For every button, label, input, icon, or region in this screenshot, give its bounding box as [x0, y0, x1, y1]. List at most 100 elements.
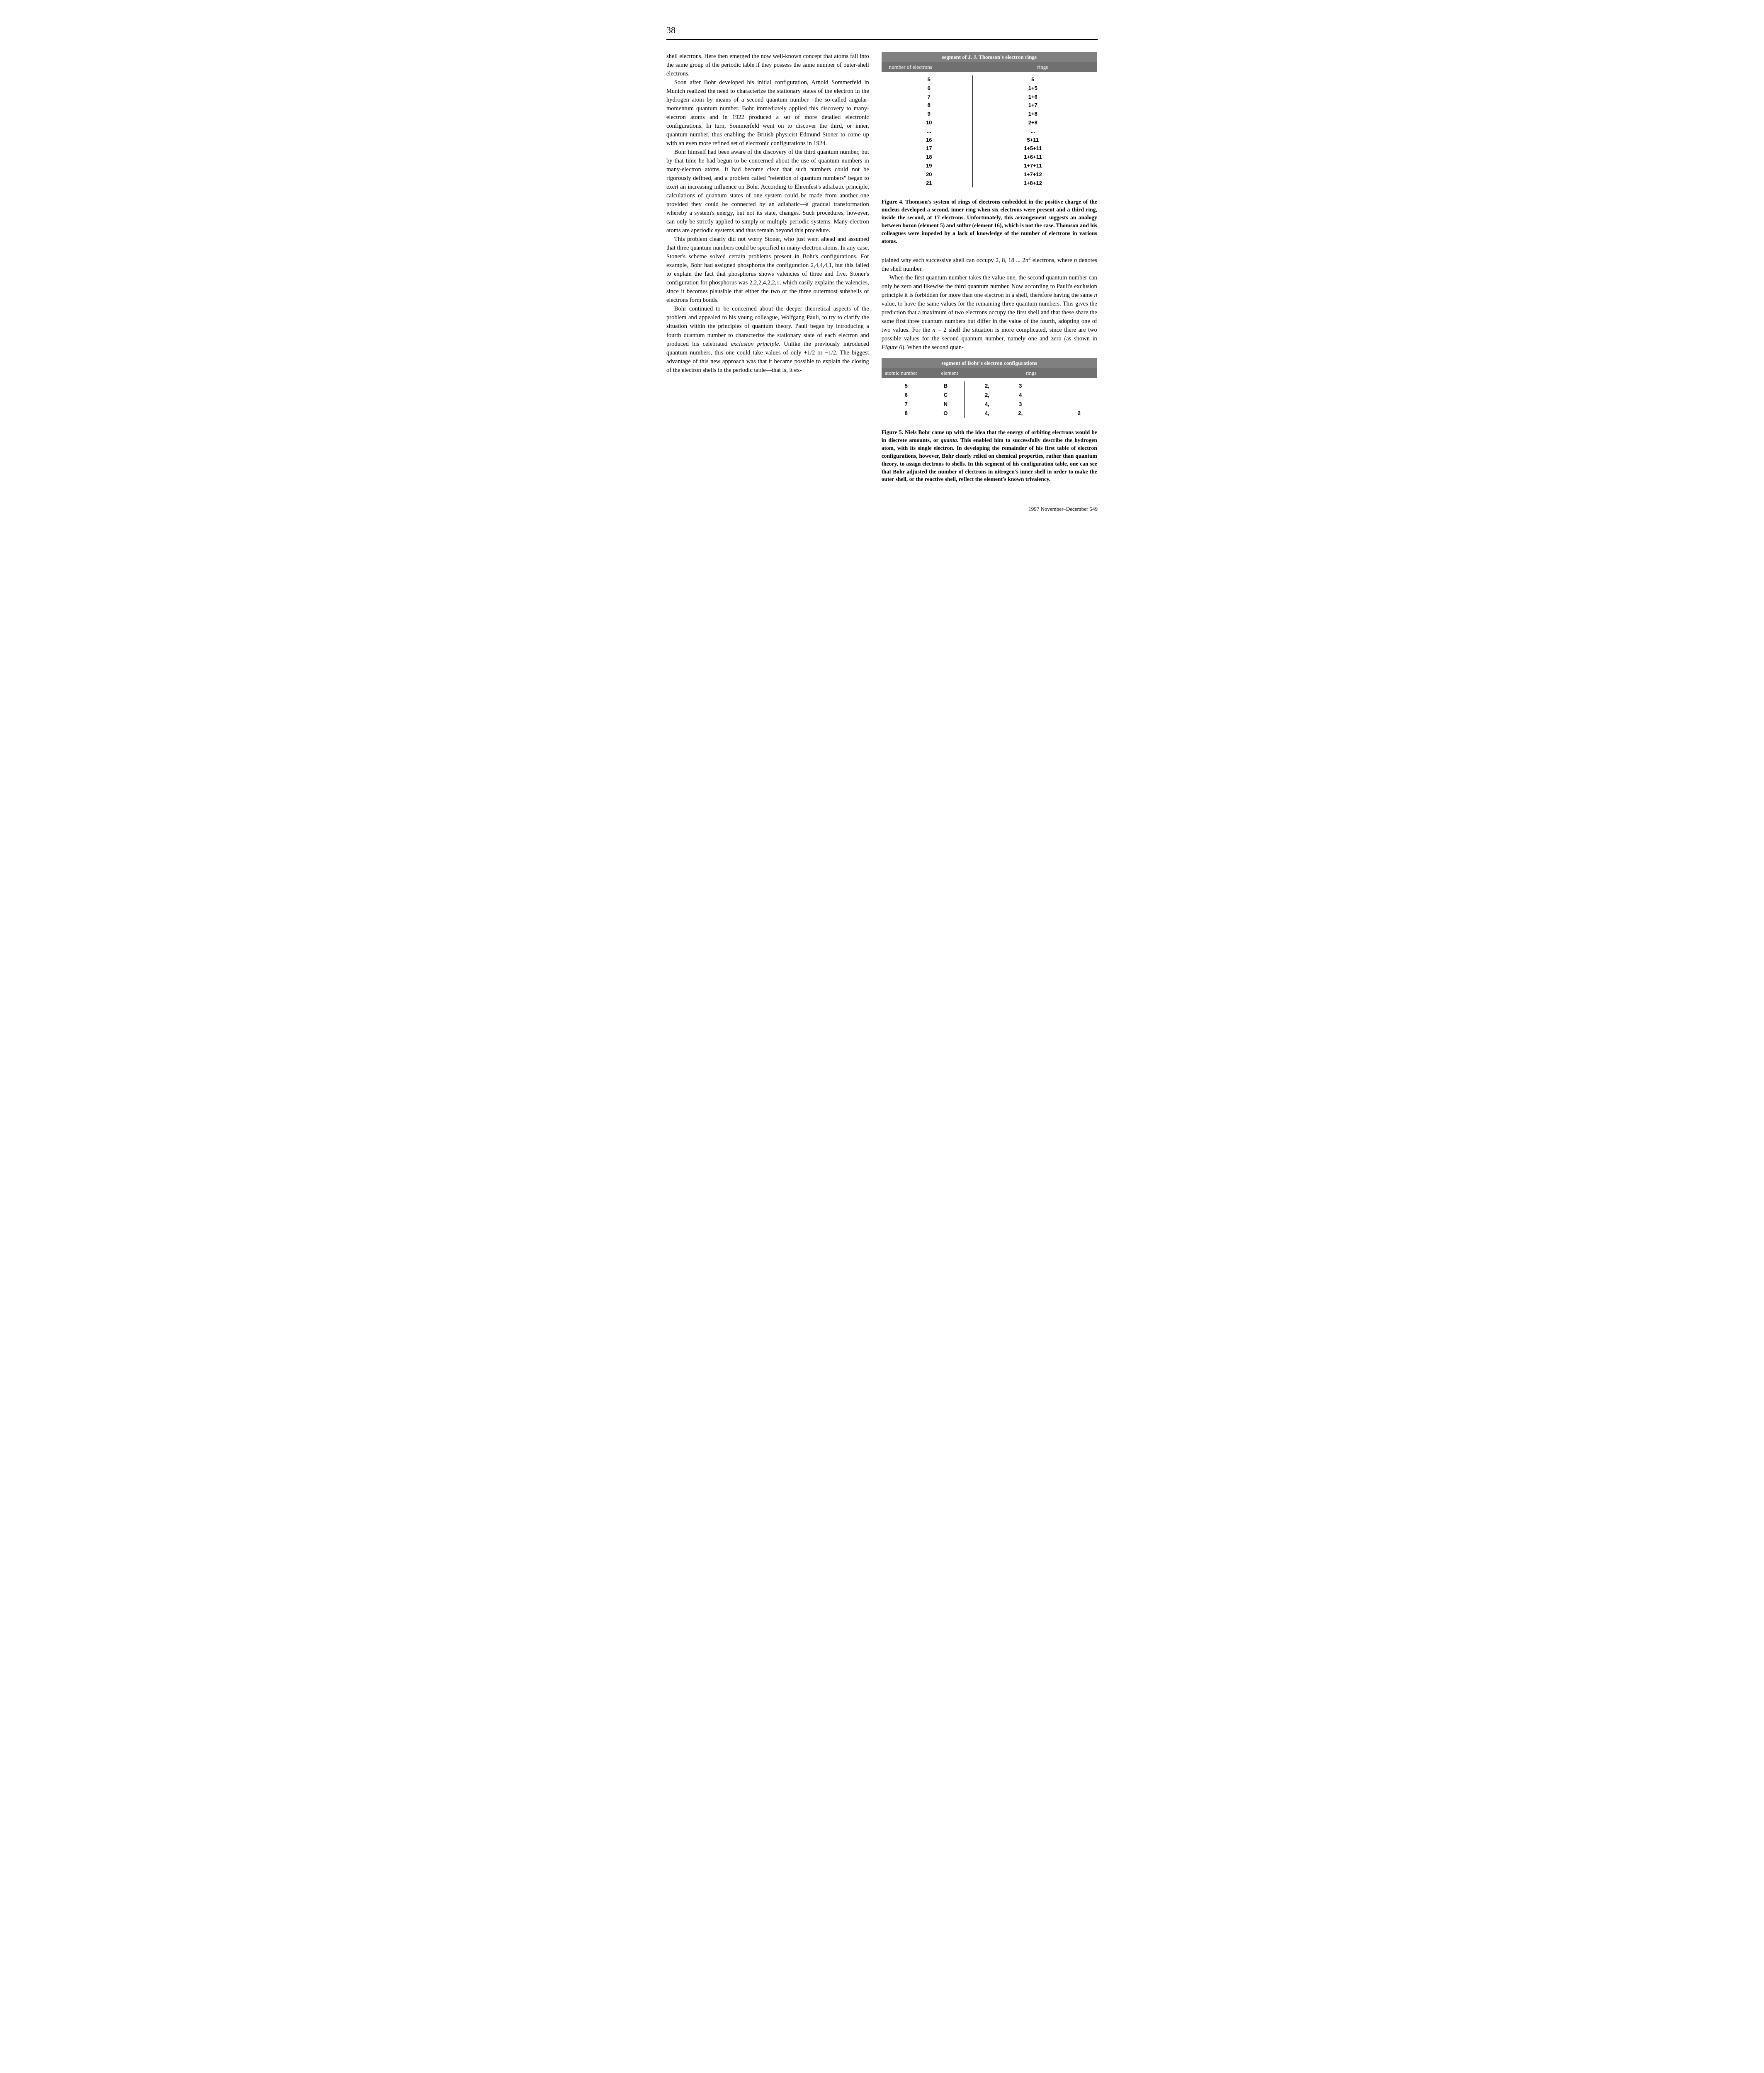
cell: 3 — [1002, 381, 1039, 391]
cell: 7 — [886, 93, 973, 102]
cell: 1+8+12 — [973, 179, 1093, 188]
page-footer: 1997 November–December 549 — [666, 506, 1098, 512]
cell — [1039, 400, 1093, 409]
figure4-caption: Figure 4. Thomson's system of rings of e… — [882, 198, 1097, 245]
fig5-rest: This enabled him to successfully describ… — [882, 437, 1097, 482]
cell: 21 — [886, 179, 973, 188]
rp1a: plained why each successive shell can oc… — [882, 257, 1025, 264]
cell: 1+6+11 — [973, 153, 1093, 162]
cell: C — [927, 391, 965, 400]
cell: 17 — [886, 144, 973, 153]
cell: 1+8 — [973, 110, 1093, 119]
table-bohr: segment of Bohr's electron configuration… — [882, 358, 1097, 421]
cell: 5+11 — [973, 136, 1093, 145]
cell: 5 — [973, 75, 1093, 84]
para-2: Soon after Bohr developed his initial co… — [666, 78, 869, 148]
table2-h3: rings — [968, 370, 1093, 376]
table-row: 91+8 — [886, 110, 1093, 119]
table-row: 61+5 — [886, 84, 1093, 93]
table2-h2: element — [931, 370, 969, 376]
table-row: 81+7 — [886, 101, 1093, 110]
rp2i2: n — [933, 327, 935, 333]
para-5: Bohr continued to be concerned about the… — [666, 305, 869, 374]
right-column: segment of J. J. Thomson's electron ring… — [882, 52, 1097, 493]
rp1b: electrons, where — [1030, 257, 1074, 264]
cell — [1039, 381, 1093, 391]
cell: 7 — [886, 400, 927, 409]
rp2d: ). When the second quan- — [902, 344, 964, 351]
table-row: 165+11 — [886, 136, 1093, 145]
header-rule — [666, 39, 1098, 40]
cell: N — [927, 400, 965, 409]
table-row: 5B2,3 — [886, 381, 1093, 391]
table-row: 102+8 — [886, 119, 1093, 127]
cell: 2, — [965, 391, 1002, 400]
table-row: 8O4,2,2 — [886, 409, 1093, 418]
left-column: shell electrons. Here then emerged the n… — [666, 52, 869, 493]
cell: 1+7+12 — [973, 170, 1093, 179]
table2-body: 5B2,3 6C2,4 7N4,3 8O4,2,2 — [882, 378, 1097, 421]
main-content: shell electrons. Here then emerged the n… — [666, 52, 1098, 493]
cell: B — [927, 381, 965, 391]
para-4: This problem clearly did not worry Stone… — [666, 235, 869, 305]
table-row: 7N4,3 — [886, 400, 1093, 409]
cell: 2+8 — [973, 119, 1093, 127]
rp2a: When the first quantum number takes the … — [882, 274, 1097, 299]
cell: 8 — [886, 409, 927, 418]
cell: ... — [973, 127, 1093, 136]
cell: 9 — [886, 110, 973, 119]
rp2i1: n — [1094, 292, 1097, 299]
para-1: shell electrons. Here then emerged the n… — [666, 52, 869, 78]
cell: 1+5 — [973, 84, 1093, 93]
cell: 5 — [886, 381, 927, 391]
cell: 3 — [1002, 400, 1039, 409]
cell: 2, — [1002, 409, 1039, 418]
table-row: 191+7+11 — [886, 162, 1093, 170]
table-row: 201+7+12 — [886, 170, 1093, 179]
cell: 1+5+11 — [973, 144, 1093, 153]
cell: 4 — [1002, 391, 1039, 400]
figure5-caption: Figure 5. Niels Bohr came up with the id… — [882, 429, 1097, 483]
cell: 4, — [965, 409, 1002, 418]
table-row: 55 — [886, 75, 1093, 84]
para-3: Bohr himself had been aware of the disco… — [666, 148, 869, 235]
table1-title: segment of J. J. Thomson's electron ring… — [882, 52, 1097, 62]
table1-header-col1: number of electrons — [885, 64, 991, 70]
cell: 2, — [965, 381, 1002, 391]
table-thomson: segment of J. J. Thomson's electron ring… — [882, 52, 1097, 191]
cell: 6 — [886, 391, 927, 400]
table2-h1: atomic number — [885, 370, 931, 376]
cell: 20 — [886, 170, 973, 179]
figure4-text: Figure 4. Thomson's system of rings of e… — [882, 199, 1097, 244]
rp1i1: n — [1025, 257, 1028, 264]
cell: ... — [886, 127, 973, 136]
cell: 19 — [886, 162, 973, 170]
cell: 2 — [1039, 409, 1093, 418]
cell: 6 — [886, 84, 973, 93]
table1-header-col2: rings — [991, 64, 1094, 70]
rp2i3: Figure 6 — [882, 344, 902, 351]
table2-title: segment of Bohr's electron configuration… — [882, 358, 1097, 368]
cell: 1+7 — [973, 101, 1093, 110]
table-row: ...... — [886, 127, 1093, 136]
cell: 5 — [886, 75, 973, 84]
table-row: 211+8+12 — [886, 179, 1093, 188]
table-row: 171+5+11 — [886, 144, 1093, 153]
table2-subheader: atomic number element rings — [882, 368, 1097, 378]
right-para-1: plained why each successive shell can oc… — [882, 255, 1097, 274]
cell: O — [927, 409, 965, 418]
table1-subheader: number of electrons rings — [882, 62, 1097, 72]
cell — [1039, 391, 1093, 400]
cell: 4, — [965, 400, 1002, 409]
cell: 18 — [886, 153, 973, 162]
page-number-top: 38 — [666, 25, 1098, 36]
table1-body: 55 61+5 71+6 81+7 91+8 102+8 ...... 165+… — [882, 72, 1097, 191]
cell: 8 — [886, 101, 973, 110]
cell: 1+6 — [973, 93, 1093, 102]
table-row: 6C2,4 — [886, 391, 1093, 400]
cell: 10 — [886, 119, 973, 127]
table-row: 181+6+11 — [886, 153, 1093, 162]
right-para-2: When the first quantum number takes the … — [882, 274, 1097, 352]
cell: 1+7+11 — [973, 162, 1093, 170]
fig5-italic: quanta. — [941, 437, 958, 443]
